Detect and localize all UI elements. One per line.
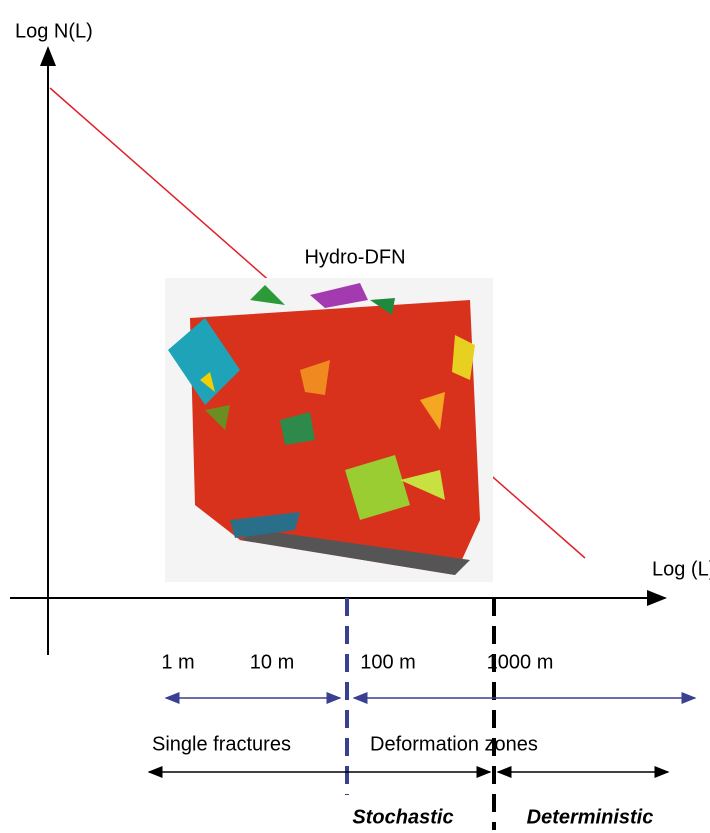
method-label: Deterministic xyxy=(527,806,654,828)
scale-label: 10 m xyxy=(250,651,294,673)
scale-label: 1000 m xyxy=(487,651,554,673)
image-label: Hydro-DFN xyxy=(304,246,405,268)
region-label: Single fractures xyxy=(152,733,291,755)
method-label: Stochastic xyxy=(352,806,453,828)
dfn-image xyxy=(165,278,493,582)
scale-label: 1 m xyxy=(161,651,194,673)
x-axis-label: Log (L) xyxy=(652,558,710,580)
scale-label: 100 m xyxy=(360,651,416,673)
region-label: Deformation zones xyxy=(370,733,538,755)
y-axis-label: Log N(L) xyxy=(15,20,93,42)
